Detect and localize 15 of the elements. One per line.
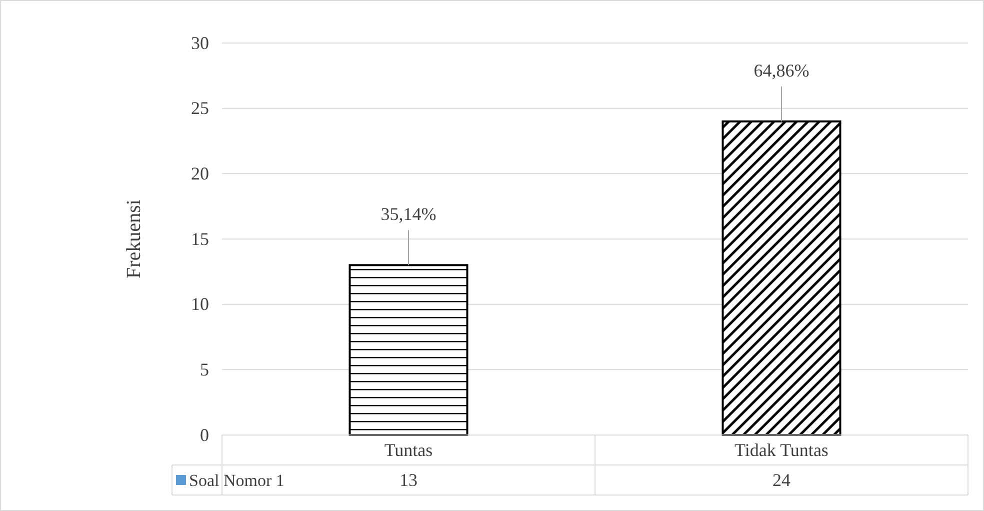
annotation: 35,14% [380,204,436,224]
data-label: 24 [772,470,790,490]
y-tick-label: 20 [191,163,209,184]
y-tick-label: 10 [191,294,209,314]
x-tick-label: Tuntas [384,440,433,460]
y-tick-label: 30 [191,32,209,53]
y-axis-title: Frekuensi [123,199,145,278]
data-label: 13 [400,470,418,490]
y-tick-label: 0 [200,424,209,445]
text: Soal Nomor 1 [189,471,284,490]
y-tick-label: 25 [191,98,209,118]
annotation: 64,86% [754,60,810,80]
y-tick-label: 15 [191,228,209,249]
y-tick-label: 5 [200,359,209,380]
x-tick-label: Tidak Tuntas [734,440,828,460]
